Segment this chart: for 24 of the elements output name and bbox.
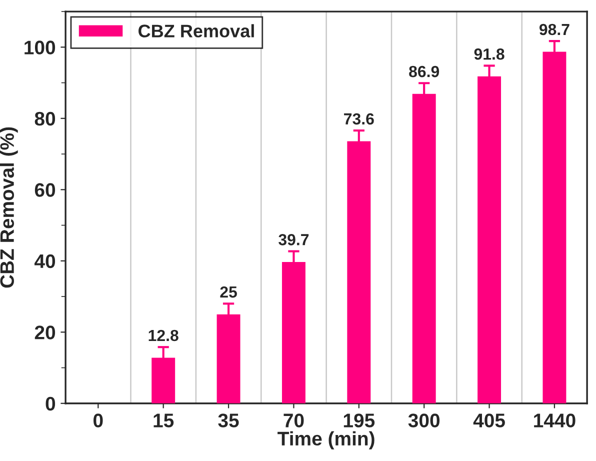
x-tick-label: 405 — [473, 414, 505, 428]
x-tick-label: 300 — [408, 414, 440, 428]
data-label: 39.7 — [278, 234, 309, 246]
y-tick-label: 60 — [34, 183, 56, 197]
legend-label: CBZ Removal — [138, 24, 254, 38]
x-tick-label: 15 — [154, 414, 174, 428]
y-tick-label: 100 — [24, 40, 56, 54]
x-tick-label: 195 — [344, 414, 375, 428]
data-label: 25 — [220, 286, 237, 298]
x-axis-title: Time (min) — [278, 431, 374, 450]
x-tick-label: 0 — [94, 414, 103, 428]
y-axis-title: CBZ Removal (%) — [0, 127, 18, 288]
y-tick-label: 80 — [34, 112, 56, 126]
y-tick-label: 40 — [34, 254, 56, 268]
x-tick-label: 70 — [284, 414, 304, 428]
data-label: 86.9 — [409, 66, 440, 78]
data-label: 91.8 — [474, 48, 504, 60]
data-label: 12.8 — [148, 330, 178, 342]
y-tick-label: 20 — [34, 326, 56, 340]
x-tick-label: 1440 — [534, 414, 576, 428]
x-tick-label: 35 — [218, 414, 239, 428]
data-label: 73.6 — [344, 113, 374, 125]
data-label: 98.7 — [539, 24, 570, 36]
y-tick-label: 0 — [46, 396, 56, 411]
